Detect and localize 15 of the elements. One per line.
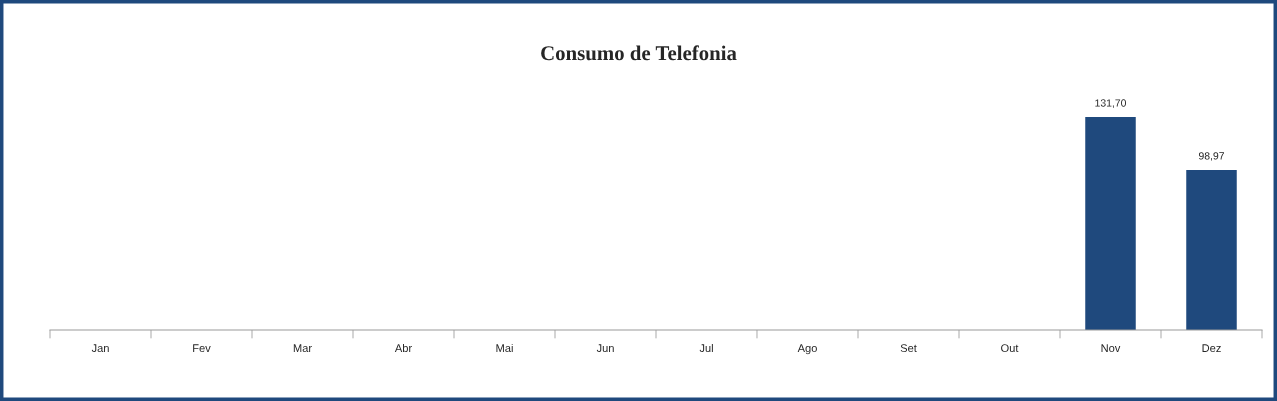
x-tick-label: Fev <box>193 344 211 353</box>
x-tick-label: Jul <box>699 343 713 353</box>
x-tick-label: Nov <box>1101 344 1121 353</box>
x-tick-label: Abr <box>394 343 412 353</box>
x-tick-label: Ago <box>797 344 817 355</box>
x-tick-label: Out <box>1001 344 1019 353</box>
x-tick-label: Dez <box>1202 344 1221 353</box>
x-tick-label: Mai <box>496 343 513 353</box>
data-label: 131,70 <box>1095 99 1127 108</box>
x-tick-label: Set <box>900 344 917 353</box>
x-tick-label: Jan <box>91 344 109 353</box>
data-label: 98,97 <box>1198 152 1225 161</box>
chart-title: Consumo de Telefonia <box>541 45 737 61</box>
x-tick-label: Mar <box>293 344 312 353</box>
x-tick-label: Jun <box>596 344 614 353</box>
